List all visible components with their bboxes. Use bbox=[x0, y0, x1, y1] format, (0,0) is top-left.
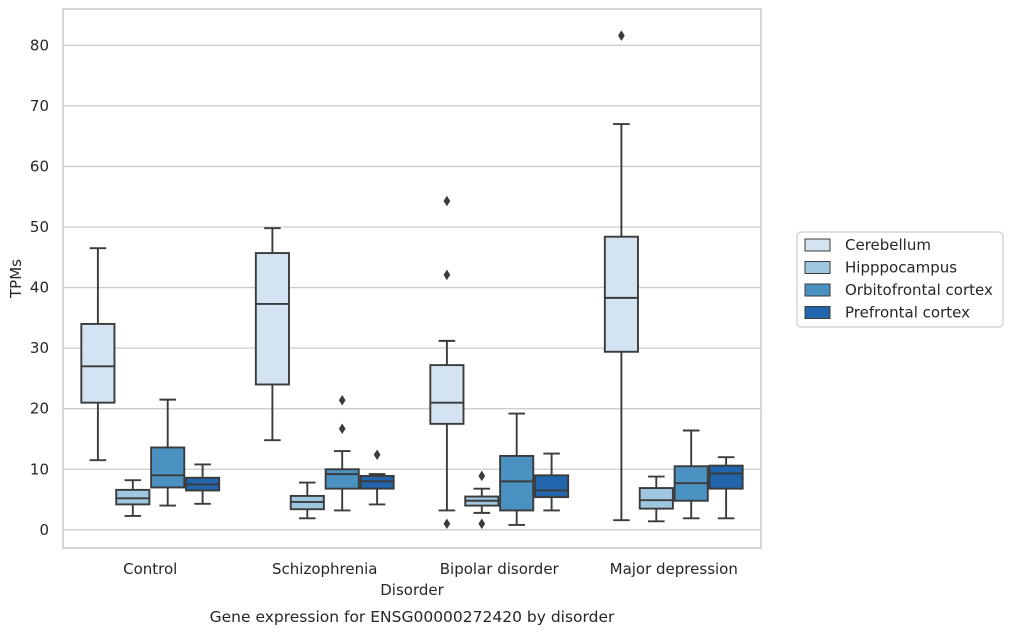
outlier-point bbox=[478, 518, 486, 530]
y-tick-label: 70 bbox=[30, 97, 49, 115]
outlier-point bbox=[443, 269, 451, 281]
legend-label: Hipppocampus bbox=[845, 259, 957, 277]
plot-frame bbox=[62, 8, 762, 549]
legend-swatch bbox=[804, 283, 831, 297]
box-prefrontal-cortex bbox=[359, 449, 395, 506]
legend-swatch bbox=[804, 306, 831, 319]
box-prefrontal-cortex bbox=[185, 463, 221, 505]
box-iqr bbox=[324, 468, 360, 490]
y-tick-label: 80 bbox=[30, 36, 49, 54]
chart-caption: Gene expression for ENSG00000272420 by d… bbox=[210, 608, 615, 626]
box-iqr bbox=[254, 252, 290, 386]
outlier-point bbox=[338, 394, 346, 406]
outlier-point bbox=[443, 518, 451, 530]
box-orbitofrontal-cortex bbox=[499, 412, 535, 526]
box-prefrontal-cortex bbox=[708, 456, 744, 520]
legend-swatch bbox=[804, 261, 831, 274]
box-iqr bbox=[80, 322, 116, 404]
box-iqr bbox=[429, 364, 465, 425]
y-tick-label: 20 bbox=[30, 400, 49, 418]
legend-swatch bbox=[804, 238, 831, 252]
x-axis-label: Disorder bbox=[380, 581, 444, 599]
box-iqr bbox=[115, 488, 151, 506]
box-cerebellum bbox=[80, 247, 116, 462]
x-tick-label: Schizophrenia bbox=[272, 560, 377, 578]
box-iqr bbox=[603, 235, 639, 353]
y-tick-label: 50 bbox=[30, 218, 49, 236]
box-cerebellum bbox=[429, 195, 465, 530]
y-tick-label: 60 bbox=[30, 157, 49, 175]
y-tick-label: 0 bbox=[39, 521, 49, 539]
x-tick-label: Bipolar disorder bbox=[440, 560, 560, 578]
outlier-point bbox=[338, 423, 346, 434]
legend-frame bbox=[796, 231, 1004, 328]
box-iqr bbox=[708, 464, 744, 490]
outlier-point bbox=[443, 195, 451, 207]
legend-label: Prefrontal cortex bbox=[845, 304, 970, 322]
box-hipppocampus bbox=[289, 481, 325, 520]
y-tick-label: 10 bbox=[30, 460, 49, 478]
box-hipppocampus bbox=[638, 475, 674, 523]
legend-label: Orbitofrontal cortex bbox=[845, 281, 993, 299]
outlier-point bbox=[618, 30, 625, 41]
box-iqr bbox=[499, 454, 535, 512]
legend-label: Cerebellum bbox=[845, 236, 931, 254]
y-axis-label: TPMs bbox=[7, 259, 25, 299]
box-orbitofrontal-cortex bbox=[673, 429, 709, 520]
y-tick-label: 40 bbox=[30, 279, 49, 297]
box-cerebellum bbox=[254, 227, 290, 442]
box-iqr bbox=[638, 487, 674, 510]
legend: Cerebellum Hipppocampus Orbitofrontal cort… bbox=[796, 231, 1004, 328]
box-cerebellum bbox=[603, 30, 639, 522]
outlier-point bbox=[478, 470, 486, 482]
box-prefrontal-cortex bbox=[534, 452, 570, 512]
box-orbitofrontal-cortex bbox=[150, 398, 186, 507]
x-tick-labels: Control Schizophrenia Bipolar disorder Majo… bbox=[123, 560, 738, 578]
box-hipppocampus bbox=[115, 479, 151, 517]
box-orbitofrontal-cortex bbox=[324, 394, 360, 512]
box-groups bbox=[80, 30, 744, 530]
x-tick-label: Control bbox=[123, 560, 177, 578]
outlier-point bbox=[373, 449, 381, 460]
y-tick-labels: 0 10 20 30 40 50 60 70 80 bbox=[30, 36, 49, 538]
box-iqr bbox=[150, 446, 186, 489]
x-tick-label: Major depression bbox=[610, 560, 738, 578]
y-tick-label: 30 bbox=[30, 339, 49, 357]
box-iqr bbox=[534, 474, 570, 499]
box-hipppocampus bbox=[464, 470, 500, 530]
